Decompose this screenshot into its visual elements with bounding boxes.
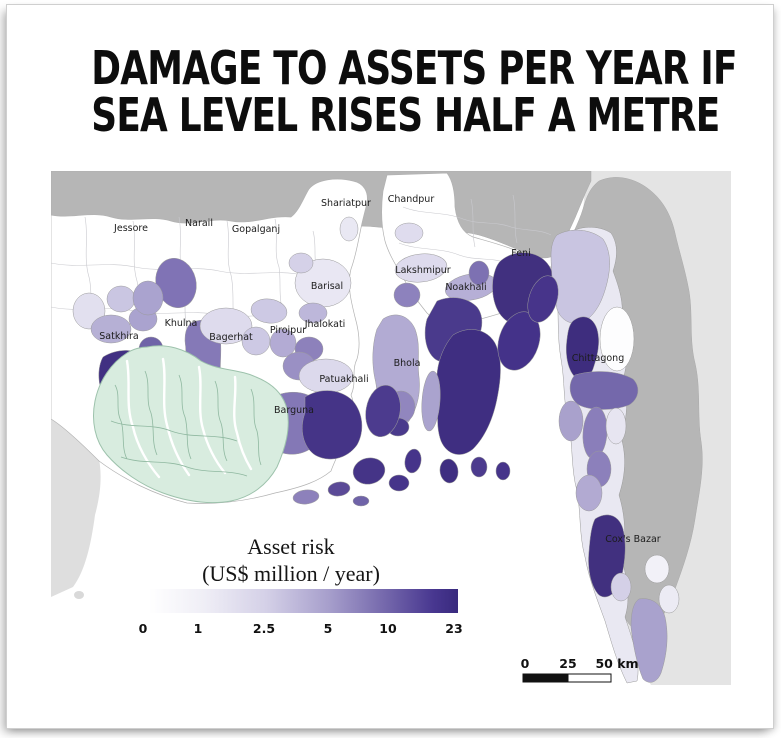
forest-channels: [125, 357, 253, 479]
district-label-bhola: Bhola: [394, 358, 421, 369]
title-line-2: SEA LEVEL RISES HALF A METRE: [91, 88, 720, 142]
figure-card: DAMAGE TO ASSETS PER YEAR IF SEA LEVEL R…: [6, 4, 774, 729]
scale-bar: 0 25 50 km: [521, 656, 639, 683]
district-labels: Jessore Narail Gopalganj Shariatpur Chan…: [99, 194, 661, 545]
scalebar-segment-white: [567, 673, 612, 683]
legend-tick-3: 5: [324, 621, 333, 636]
legend-tick-5: 23: [445, 621, 462, 636]
district-label-noakhali: Noakhali: [445, 282, 486, 293]
district-label-barisal: Barisal: [311, 281, 343, 292]
legend-tick-0: 0: [139, 621, 148, 636]
legend-title: Asset risk: [247, 534, 334, 559]
district-label-jessore: Jessore: [113, 223, 148, 234]
district-label-satkhira: Satkhira: [99, 331, 138, 342]
figure-title: DAMAGE TO ASSETS PER YEAR IF SEA LEVEL R…: [7, 45, 773, 139]
district-label-lakshmipur: Lakshmipur: [395, 265, 451, 276]
district-label-gopalganj: Gopalganj: [232, 224, 280, 235]
legend: Asset risk (US$ million / year) 0 1 2.5 …: [139, 534, 463, 636]
legend-tick-1: 1: [194, 621, 203, 636]
district-label-pirojpur: Pirojpur: [270, 325, 306, 336]
title-line-1: DAMAGE TO ASSETS PER YEAR IF: [91, 41, 737, 95]
district-label-chittagong: Chittagong: [572, 353, 624, 364]
forest-creeks: [110, 370, 262, 477]
delta-islands: [292, 275, 559, 507]
sundarbans-forest: [93, 345, 289, 504]
scalebar-label-0: 0: [521, 656, 530, 671]
legend-subtitle: (US$ million / year): [202, 561, 380, 586]
district-label-chandpur: Chandpur: [388, 194, 435, 205]
choropleth-map: Jessore Narail Gopalganj Shariatpur Chan…: [51, 171, 731, 713]
legend-tick-2: 2.5: [253, 621, 275, 636]
scalebar-label-25: 25: [559, 656, 576, 671]
coastal-strip: [550, 227, 680, 684]
district-label-coxs-bazar: Cox's Bazar: [605, 534, 661, 545]
district-label-feni: Feni: [511, 248, 530, 259]
district-label-khulna: Khulna: [165, 318, 198, 329]
legend-gradient-bar: [149, 589, 458, 613]
district-label-shariatpur: Shariatpur: [321, 198, 371, 209]
district-label-jhalokati: Jhalokati: [304, 319, 346, 330]
scalebar-label-50km: 50 km: [595, 656, 638, 671]
district-label-patuakhali: Patuakhali: [319, 374, 368, 385]
district-label-barguna: Barguna: [274, 405, 314, 416]
legend-tick-4: 10: [379, 621, 397, 636]
scalebar-segment-black: [522, 673, 569, 683]
district-label-narail: Narail: [185, 218, 213, 229]
district-label-bagerhat: Bagerhat: [209, 332, 253, 343]
